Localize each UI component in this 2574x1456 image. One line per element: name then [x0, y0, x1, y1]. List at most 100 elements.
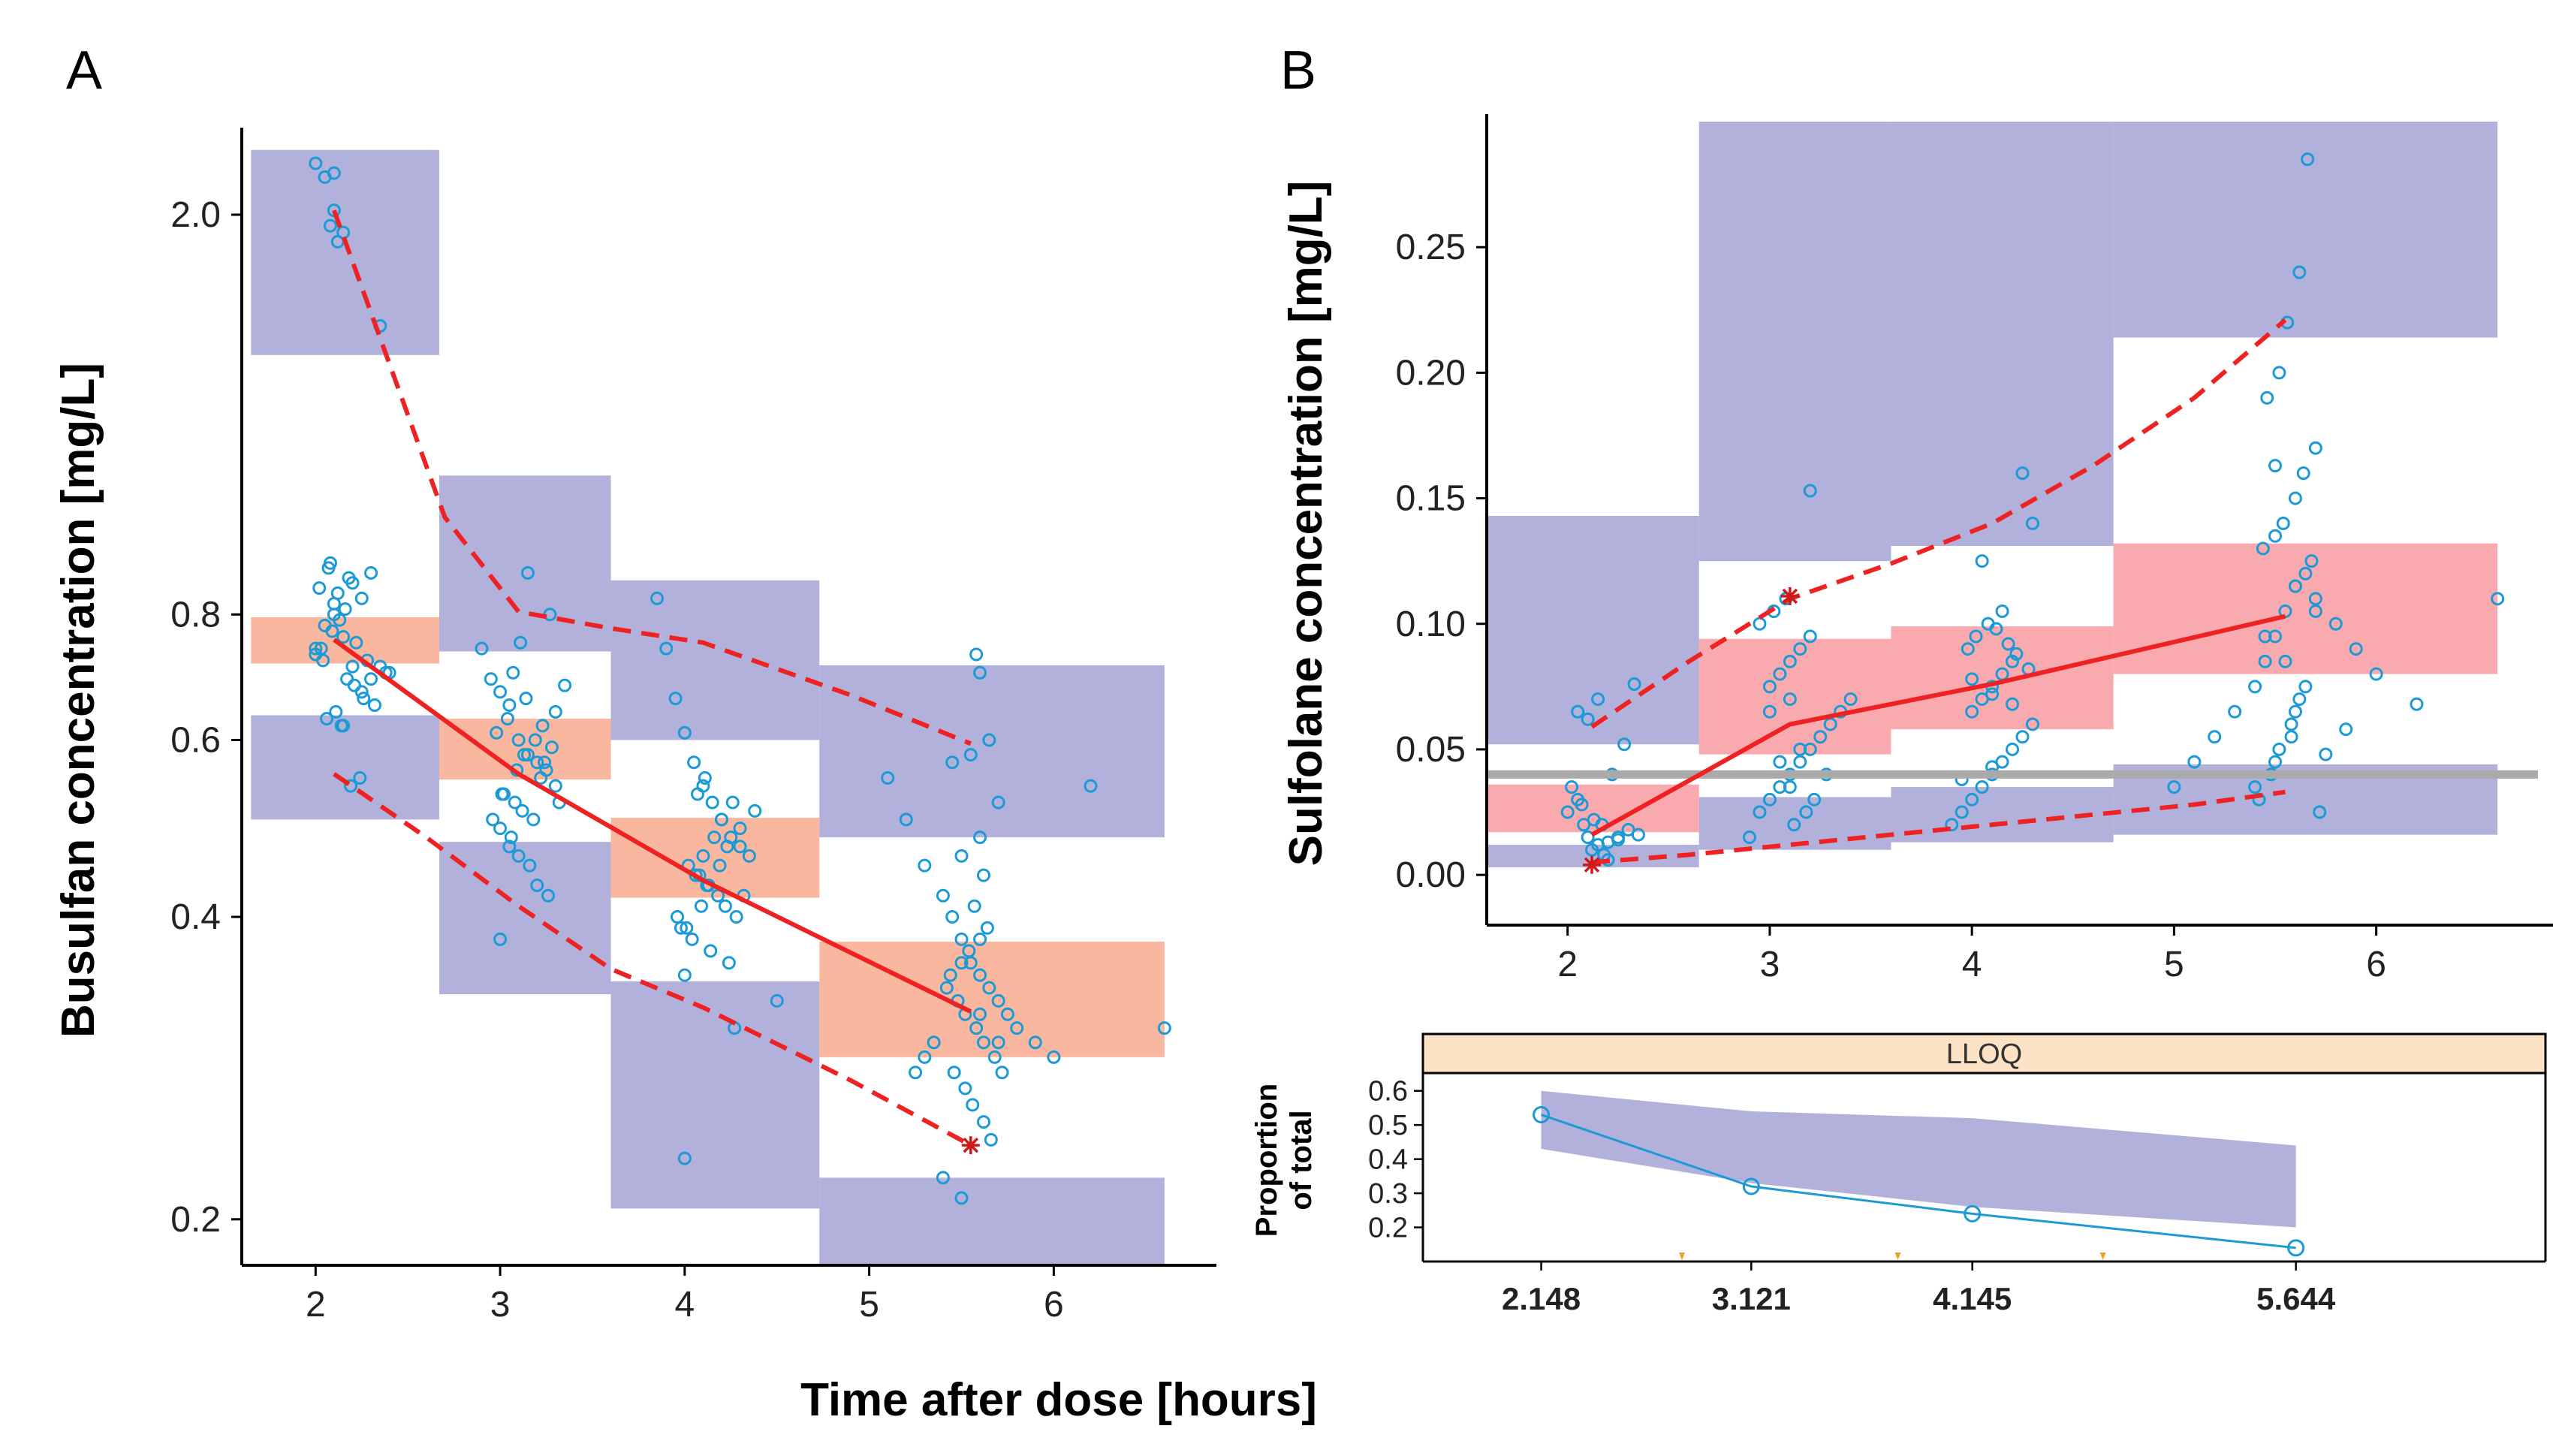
observation-point	[2298, 680, 2313, 694]
observation-point	[511, 733, 526, 747]
observation-point	[881, 771, 895, 785]
observation-point	[1743, 830, 1756, 844]
observation-point	[1762, 792, 1777, 806]
observation-point	[506, 665, 520, 680]
bin-3-upper-band	[610, 580, 820, 740]
observation-point	[493, 932, 508, 946]
observation-point	[1985, 687, 2000, 701]
observation-point	[320, 712, 334, 726]
observation-point	[1799, 805, 1813, 819]
observation-point	[2288, 491, 2302, 505]
observation-point	[495, 787, 509, 801]
x-tick-label: 4	[674, 1285, 695, 1325]
panel-b: 2 3 4 5 6 0.00 0.05 0.10 0.15 0.20 0.25 Sulfolane c…	[1280, 41, 2553, 984]
panel-a: 2 3 4 5 6 0.2 0.4 0.6 0.8 2.0 Busulfan concentrati…	[53, 41, 1216, 1325]
observation-point	[707, 830, 722, 845]
observation-point	[729, 910, 743, 924]
observation-point	[973, 665, 987, 680]
observation-point	[535, 719, 550, 733]
observation-point	[490, 725, 504, 740]
proportion-y-tick-label: 0.6	[1368, 1076, 1408, 1108]
observation-point	[2349, 642, 2363, 656]
observation-point	[2304, 554, 2319, 568]
observation-point	[704, 944, 718, 958]
observation-point	[1813, 730, 1828, 744]
observation-point	[2256, 541, 2270, 556]
y-tick-label: 0.6	[170, 720, 221, 760]
observation-point	[2319, 747, 2333, 761]
bin-boundary-marker	[2099, 1253, 2106, 1260]
bin-3-lower-band	[610, 981, 820, 1209]
observation-point	[2296, 466, 2310, 481]
proportion-x-tick-label: 3.121	[1712, 1281, 1791, 1316]
percentile-dashed-line	[332, 210, 972, 746]
lloq-strip	[1421, 1032, 2547, 1075]
observation-point	[1955, 805, 1969, 819]
bin-2-lower-band	[1698, 797, 1891, 850]
observation-point	[1965, 792, 1979, 806]
observation-point	[945, 755, 960, 770]
observation-point	[344, 779, 358, 793]
observation-point	[486, 812, 500, 827]
x-tick-label: 3	[490, 1285, 511, 1325]
observation-point	[991, 1035, 1005, 1050]
observation-point	[534, 771, 548, 785]
observation-point	[687, 755, 701, 770]
panel-label: A	[66, 41, 102, 101]
lloq-strip-label: LLOQ	[1946, 1038, 2022, 1070]
y-tick-label: 0.8	[170, 595, 221, 635]
bin-boundary-marker	[1894, 1253, 1901, 1260]
observation-point	[1762, 704, 1777, 719]
y-tick-label: 0.10	[1396, 604, 1466, 644]
observation-point	[1631, 827, 1645, 842]
proportion-point	[1533, 1106, 1551, 1124]
observation-point	[312, 581, 327, 595]
observation-point	[1084, 779, 1098, 793]
proportion-y-tick-label: 0.2	[1368, 1213, 1408, 1244]
observation-point	[340, 672, 354, 686]
observation-point	[2001, 637, 2015, 651]
observation-point	[967, 899, 981, 913]
observation-point	[1995, 604, 2009, 619]
bin-1-upper-band	[251, 149, 439, 355]
observation-point	[504, 830, 518, 845]
observation-point	[691, 787, 705, 801]
observation-point	[991, 993, 1005, 1008]
observation-point	[2276, 517, 2290, 530]
observation-point	[1753, 805, 1767, 819]
y-tick-label: 0.20	[1396, 353, 1466, 393]
observation-point	[1823, 717, 1837, 731]
observation-point	[526, 812, 541, 827]
observation-point	[357, 692, 371, 706]
observation-point	[349, 635, 363, 650]
observation-point	[2260, 390, 2274, 405]
observation-point	[1793, 742, 1807, 756]
observation-point	[1617, 737, 1632, 752]
x-tick-label: 6	[1044, 1285, 1064, 1325]
observation-point	[1773, 780, 1787, 794]
observation-point	[899, 812, 913, 827]
y-axis-title: Busulfan concentration [mg/L]	[53, 363, 104, 1038]
observation-point	[1560, 805, 1575, 819]
observation-point	[1787, 818, 1801, 832]
observation-point	[338, 602, 352, 616]
observation-point	[345, 659, 360, 674]
observation-point	[705, 795, 719, 809]
observation-point	[1010, 1021, 1024, 1035]
bin-4-median-band	[2113, 543, 2498, 674]
observation-point	[718, 899, 732, 913]
observation-point	[2025, 717, 2039, 731]
observation-point	[677, 725, 692, 740]
observation-point	[493, 821, 508, 836]
observation-point	[991, 795, 1005, 809]
observation-point	[316, 653, 330, 668]
observation-point	[2208, 730, 2222, 744]
observation-point	[2248, 680, 2262, 694]
observation-point	[2272, 366, 2286, 380]
observation-point	[2284, 730, 2298, 744]
observation-point	[677, 1151, 692, 1165]
observation-point	[677, 968, 692, 982]
observation-point	[541, 888, 555, 903]
observation-point	[2009, 647, 2024, 661]
